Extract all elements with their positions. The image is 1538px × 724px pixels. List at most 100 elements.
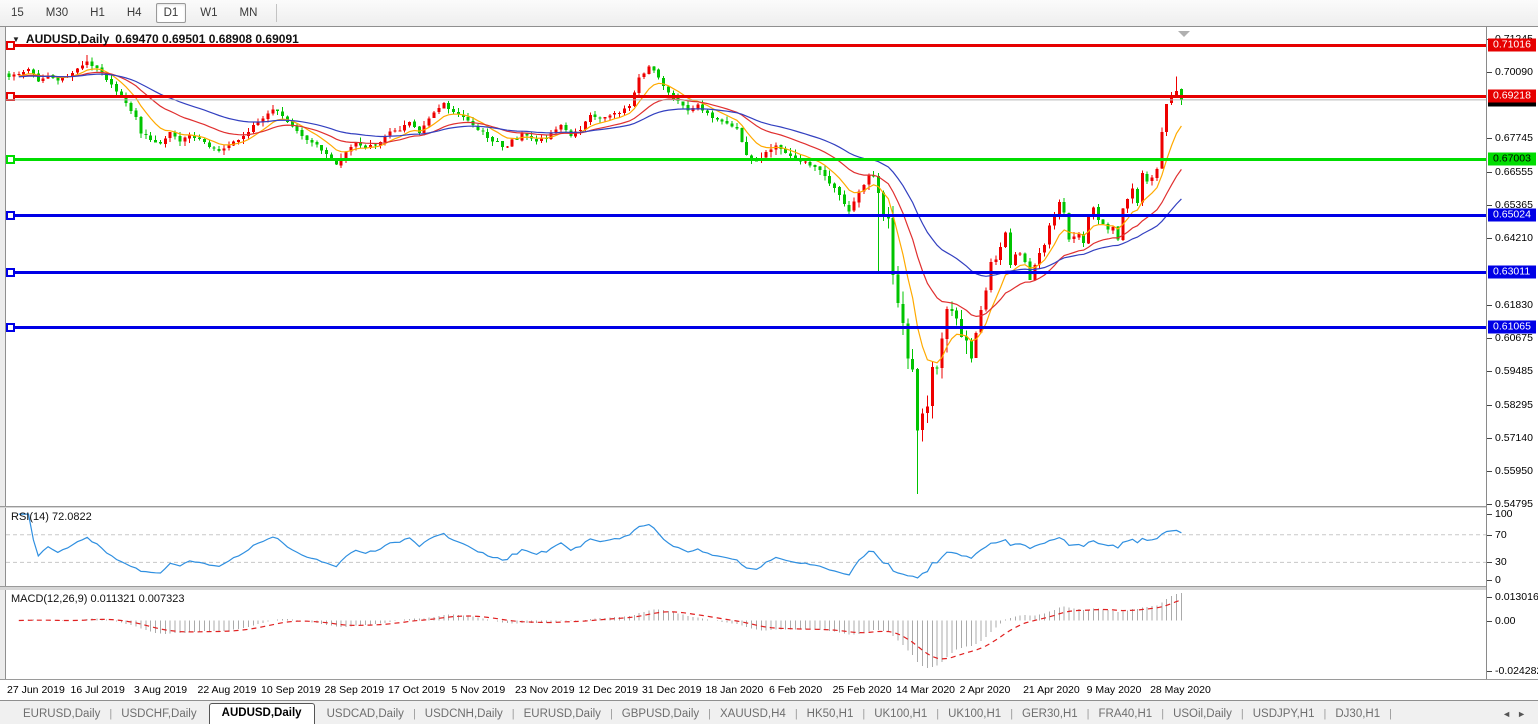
hline-handle[interactable] bbox=[6, 41, 15, 50]
level-price-label-0.69218: 0.69218 bbox=[1488, 89, 1536, 103]
rsi-label: RSI(14) 72.0822 bbox=[11, 511, 92, 523]
price-tick bbox=[1487, 504, 1492, 505]
chart-tab-15-DJ30-H1[interactable]: DJ30,H1 bbox=[1335, 708, 1381, 720]
time-label: 6 Feb 2020 bbox=[769, 684, 823, 696]
timeframe-button-H4[interactable]: H4 bbox=[126, 7, 142, 19]
level-price-label-0.63011: 0.63011 bbox=[1488, 265, 1536, 279]
price-tick-label: 0.55950 bbox=[1495, 465, 1533, 478]
time-label: 22 Aug 2019 bbox=[197, 684, 257, 696]
rsi-scale-tick bbox=[1487, 514, 1492, 515]
price-tick bbox=[1487, 171, 1492, 173]
tab-separator: | bbox=[862, 708, 866, 720]
chart-tab-6-GBPUSD-Daily[interactable]: GBPUSD,Daily bbox=[621, 708, 700, 720]
hline-handle[interactable] bbox=[6, 92, 15, 101]
time-label: 21 Apr 2020 bbox=[1023, 684, 1080, 696]
chart-tab-10-UK100-H1[interactable]: UK100,H1 bbox=[948, 708, 1002, 720]
rsi-scale-label: 70 bbox=[1495, 528, 1507, 541]
price-tick bbox=[1487, 471, 1492, 473]
price-tick-label: 0.58295 bbox=[1495, 399, 1533, 412]
time-label: 18 Jan 2020 bbox=[705, 684, 764, 696]
chart-tab-4-USDCNH-Daily[interactable]: USDCNH,Daily bbox=[424, 708, 503, 720]
timeframe-button-MN[interactable]: MN bbox=[239, 7, 258, 19]
time-label: 14 Mar 2020 bbox=[896, 684, 956, 696]
tab-scroll-arrows[interactable]: ◄► bbox=[1502, 709, 1532, 719]
price-tick-label: 0.67745 bbox=[1495, 131, 1533, 144]
tab-separator: | bbox=[609, 708, 613, 720]
panel-separator[interactable] bbox=[0, 506, 1538, 508]
timeframe-button-D1[interactable]: D1 bbox=[155, 3, 187, 23]
price-tick-label: 0.61830 bbox=[1495, 299, 1533, 312]
macd-label: MACD(12,26,9) 0.011321 0.007323 bbox=[11, 593, 185, 605]
chart-tab-13-USOil-Daily[interactable]: USOil,Daily bbox=[1173, 708, 1232, 720]
level-lines bbox=[6, 41, 1486, 332]
price-tick-label: 0.60675 bbox=[1495, 331, 1533, 344]
price-axis[interactable]: 0.712450.700900.677450.665550.653650.642… bbox=[1486, 27, 1538, 679]
chart-tab-14-USDJPY-H1[interactable]: USDJPY,H1 bbox=[1252, 708, 1315, 720]
chart-tab-2-AUDUSD-Daily[interactable]: AUDUSD,Daily bbox=[208, 703, 315, 724]
symbol-dropdown-icon[interactable]: ▼ bbox=[12, 34, 20, 44]
timeframe-button-M30[interactable]: M30 bbox=[45, 7, 69, 19]
chart-tab-5-EURUSD-Daily[interactable]: EURUSD,Daily bbox=[523, 708, 601, 720]
level-price-label-0.65024: 0.65024 bbox=[1488, 208, 1536, 222]
rsi-scale-label: 100 bbox=[1495, 508, 1513, 520]
timeframe-button-15[interactable]: 15 bbox=[11, 7, 24, 19]
ma-21-line bbox=[18, 71, 1182, 318]
level-price-label-0.71016: 0.71016 bbox=[1488, 38, 1536, 52]
price-tick bbox=[1487, 71, 1492, 73]
hline-handle[interactable] bbox=[6, 211, 15, 220]
time-axis[interactable]: 27 Jun 2019 16 Jul 2019 3 Aug 2019 22 Aug 2… bbox=[0, 679, 1538, 700]
time-label: 25 Feb 2020 bbox=[832, 684, 892, 696]
price-tick-label: 0.59485 bbox=[1495, 365, 1533, 378]
macd-scale-label: -0.024282 bbox=[1495, 665, 1538, 677]
rsi-line bbox=[18, 513, 1182, 579]
price-tick bbox=[1487, 237, 1492, 239]
time-label: 31 Dec 2019 bbox=[642, 684, 702, 696]
price-tick-label: 0.54795 bbox=[1495, 498, 1533, 510]
price-tick bbox=[1487, 337, 1492, 339]
timeframe-button-H1[interactable]: H1 bbox=[90, 7, 105, 19]
time-label: 10 Sep 2019 bbox=[261, 684, 321, 696]
hline-handle[interactable] bbox=[6, 268, 15, 277]
tab-separator: | bbox=[794, 708, 798, 720]
chart-tab-9-UK100-H1[interactable]: UK100,H1 bbox=[874, 708, 928, 720]
rsi-scale-tick bbox=[1487, 534, 1492, 536]
hline-handle[interactable] bbox=[6, 323, 15, 332]
chart-tab-11-GER30-H1[interactable]: GER30,H1 bbox=[1022, 708, 1078, 720]
macd-panel[interactable] bbox=[6, 590, 1486, 677]
price-tick-label: 0.70090 bbox=[1495, 65, 1533, 78]
macd-histogram bbox=[13, 593, 1182, 669]
rsi-scale-label: 0 bbox=[1495, 574, 1501, 586]
ma-lines bbox=[18, 68, 1182, 364]
tab-separator: | bbox=[412, 708, 416, 720]
hline-handle[interactable] bbox=[6, 155, 15, 164]
chart-title: ▼ AUDUSD,Daily 0.69470 0.69501 0.68908 0… bbox=[12, 32, 299, 46]
price-tick-label: 0.57140 bbox=[1495, 431, 1533, 444]
tab-separator: | bbox=[1389, 708, 1392, 720]
tab-separator: | bbox=[1161, 708, 1165, 720]
price-tick bbox=[1487, 305, 1492, 307]
time-label: 27 Jun 2019 bbox=[7, 684, 65, 696]
chart-tab-12-FRA40-H1[interactable]: FRA40,H1 bbox=[1098, 708, 1153, 720]
price-tick-label: 0.65365 bbox=[1495, 199, 1533, 212]
chart-tab-7-XAUUSD-H4[interactable]: XAUUSD,H4 bbox=[719, 708, 786, 720]
price-tick bbox=[1487, 205, 1492, 207]
chart-tab-1-USDCHF-Daily[interactable]: USDCHF,Daily bbox=[121, 708, 197, 720]
macd-signal-line bbox=[18, 599, 1182, 660]
left-gutter bbox=[0, 27, 6, 700]
price-tick bbox=[1487, 437, 1492, 439]
panel-separator[interactable] bbox=[0, 586, 1538, 590]
chart-tab-8-HK50-H1[interactable]: HK50,H1 bbox=[806, 708, 854, 720]
time-label: 12 Dec 2019 bbox=[578, 684, 639, 696]
macd-scale-label: 0.013016 bbox=[1495, 591, 1538, 603]
macd-scale-label: 0.00 bbox=[1495, 614, 1516, 627]
price-tick bbox=[1487, 137, 1492, 139]
chart-shift-marker-icon[interactable] bbox=[1178, 31, 1190, 37]
toolbar-separator bbox=[276, 4, 278, 22]
chart-symbol: AUDUSD,Daily bbox=[25, 32, 110, 46]
main-chart[interactable] bbox=[6, 28, 1486, 506]
chart-tab-3-USDCAD-Daily[interactable]: USDCAD,Daily bbox=[326, 708, 404, 720]
time-label: 2 Apr 2020 bbox=[959, 684, 1011, 696]
rsi-panel[interactable] bbox=[6, 508, 1486, 586]
chart-tab-0-EURUSD-Daily[interactable]: EURUSD,Daily bbox=[23, 708, 101, 720]
timeframe-button-W1[interactable]: W1 bbox=[200, 7, 218, 19]
